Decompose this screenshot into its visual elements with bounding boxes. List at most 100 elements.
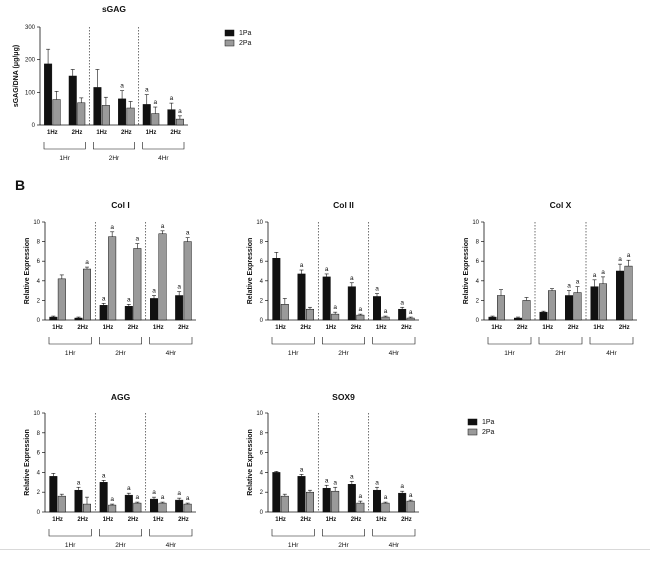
bar-2pa-1: [83, 268, 91, 321]
group-label: 2Hr: [115, 350, 126, 357]
y-tick-label: 2: [37, 298, 41, 304]
y-tick-label: 6: [260, 259, 264, 265]
significance-label: a: [325, 266, 329, 273]
group-bracket: [48, 337, 92, 345]
y-axis-label: Relative Expression: [463, 238, 470, 305]
group-label: 4Hr: [606, 350, 617, 357]
significance-label: a: [359, 493, 363, 500]
y-axis-label: Relative Expression: [247, 238, 254, 305]
bar-1pa-1: [297, 476, 306, 513]
group-bracket: [99, 529, 142, 537]
y-tick-label: 0: [37, 510, 41, 516]
significance-label: a: [409, 309, 413, 316]
bar-1pa-0: [49, 316, 58, 321]
y-tick-label: 2: [260, 298, 264, 304]
significance-label: a: [300, 262, 304, 269]
significance-label: a: [136, 236, 140, 243]
bar-1pa-0: [44, 63, 53, 126]
bar-2pa-5: [175, 118, 184, 126]
significance-label: a: [576, 279, 580, 286]
group-bracket: [322, 337, 365, 345]
x-category-label: 1Hz: [491, 325, 502, 331]
bar-2pa-2: [331, 313, 340, 321]
bar-2pa-4: [158, 233, 167, 321]
group-label: 2Hr: [109, 155, 120, 162]
significance-label: a: [601, 269, 605, 276]
bar-1pa-3: [124, 494, 133, 513]
significance-label: a: [145, 87, 149, 94]
bar-2pa-0: [280, 495, 289, 513]
significance-label: a: [177, 490, 181, 497]
y-tick-label: 6: [37, 451, 41, 457]
x-category-label: 2Hz: [619, 325, 630, 331]
bar-2pa-4: [158, 502, 167, 513]
bar-2pa-4: [599, 283, 607, 321]
bar-2pa-4: [381, 502, 390, 513]
bar-2pa-1: [306, 491, 314, 513]
bar-1pa-1: [74, 317, 83, 321]
y-tick-label: 10: [256, 220, 263, 226]
y-tick-label: 10: [33, 220, 40, 226]
x-category-label: 2Hz: [351, 517, 362, 523]
bar-1pa-5: [398, 308, 407, 321]
group-label: 1Hr: [288, 542, 299, 549]
x-category-label: 2Hz: [128, 325, 139, 331]
significance-label: a: [85, 259, 89, 266]
y-tick-label: 10: [256, 411, 263, 417]
bar-1pa-4: [142, 104, 151, 126]
y-tick-label: 0: [260, 510, 264, 516]
significance-label: a: [110, 496, 114, 503]
significance-label: a: [152, 288, 156, 295]
significance-label: a: [152, 489, 156, 496]
bar-2pa-0: [52, 99, 61, 126]
bar-2pa-4: [381, 316, 390, 321]
bar-1pa-0: [488, 316, 497, 321]
bar-1pa-0: [272, 258, 281, 321]
bar-1pa-1: [514, 317, 522, 321]
x-category-label: 1Hz: [52, 325, 63, 331]
x-category-label: 2Hz: [178, 325, 189, 331]
bar-1pa-3: [347, 484, 356, 513]
bar-1pa-4: [590, 286, 599, 321]
x-category-label: 1Hz: [153, 517, 164, 523]
group-bracket: [538, 337, 583, 345]
significance-label: a: [400, 299, 404, 306]
group-bracket: [149, 337, 193, 345]
bar-2pa-2: [548, 290, 556, 321]
bar-2pa-1: [77, 102, 86, 126]
group-bracket: [43, 142, 86, 150]
chart-title: sGAG: [102, 4, 126, 14]
significance-label: a: [136, 494, 140, 501]
group-bracket: [322, 529, 365, 537]
y-tick-label: 2: [476, 298, 480, 304]
bar-2pa-2: [101, 105, 110, 126]
bar-1pa-3: [565, 295, 573, 321]
significance-label: a: [161, 223, 165, 230]
significance-label: a: [186, 495, 190, 502]
chart-sgag: sGAG 0 100 200 300 sGAG/DNA (μg/μg) 1Hz 2Hz 1Hz a…: [13, 4, 188, 162]
y-tick-label: 4: [260, 279, 264, 285]
significance-label: a: [120, 83, 124, 90]
bar-1pa-5: [167, 109, 176, 126]
y-axis-label: Relative Expression: [24, 238, 31, 305]
significance-label: a: [153, 99, 157, 106]
bar-1pa-2: [93, 87, 102, 126]
x-category-label: 1Hz: [103, 325, 114, 331]
y-tick-label: 4: [37, 279, 41, 285]
x-category-label: 2Hz: [401, 517, 412, 523]
bar-2pa-5: [406, 317, 415, 321]
x-category-label: 2Hz: [517, 325, 528, 331]
chart-col1: Col I 0 2 4 6 8 10 Relative Expression 1Hz a 2Hz a a…: [24, 200, 196, 357]
bar-2pa-1: [83, 503, 91, 513]
significance-label: a: [333, 479, 337, 486]
chart-col2: Col II 0 2 4 6 8 10 Relative Expression 1Hz a 2Hz a…: [247, 200, 419, 357]
significance-label: a: [359, 306, 363, 313]
legend-label-1pa: 1Pa: [482, 419, 495, 426]
panel-b-label: B: [15, 177, 25, 193]
legend-swatch-1pa: [467, 418, 478, 426]
significance-label: a: [300, 466, 304, 473]
